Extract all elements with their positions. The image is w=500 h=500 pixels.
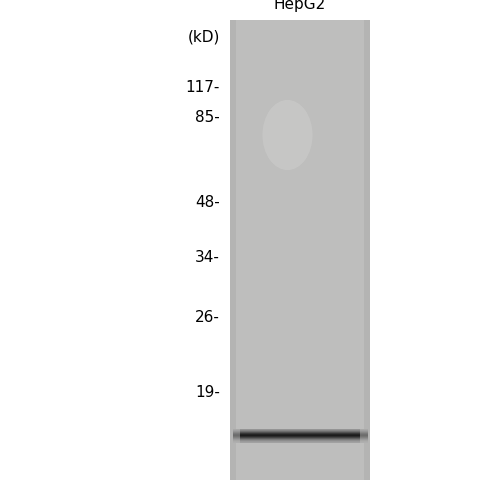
Text: 48-: 48-: [195, 195, 220, 210]
Text: 19-: 19-: [195, 385, 220, 400]
Bar: [364, 20, 370, 480]
Text: HepG2: HepG2: [274, 0, 326, 12]
Bar: [232, 428, 240, 442]
Bar: [360, 428, 368, 442]
Ellipse shape: [262, 100, 312, 170]
Text: 34-: 34-: [195, 250, 220, 265]
Bar: [230, 20, 236, 480]
Text: 85-: 85-: [195, 110, 220, 125]
Text: 26-: 26-: [195, 310, 220, 325]
Text: 117-: 117-: [186, 80, 220, 95]
Bar: [230, 20, 370, 480]
Text: (kD): (kD): [188, 30, 220, 45]
